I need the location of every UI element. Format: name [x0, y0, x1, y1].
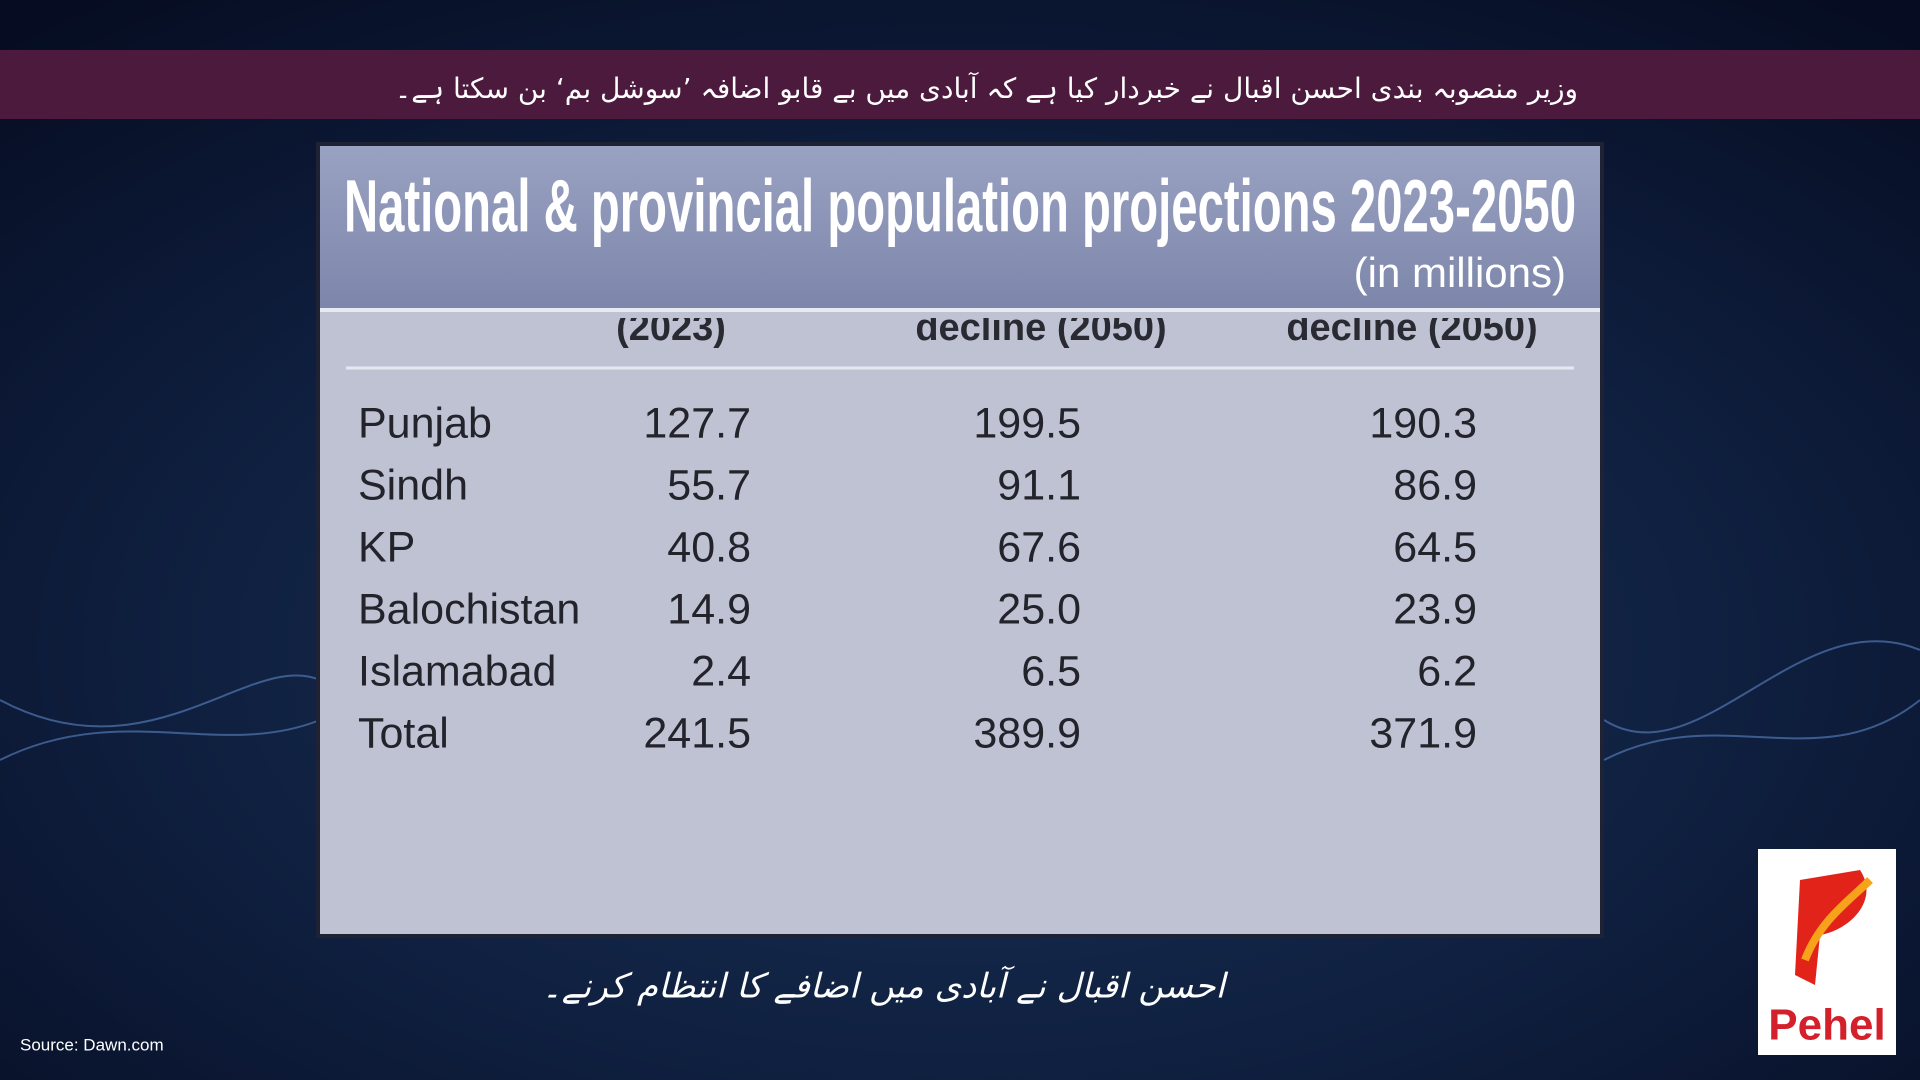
caption: احسن اقبال نے آبادی میں اضافے کا انتظام … [542, 966, 1229, 1007]
table-title: National & provincial population project… [344, 165, 1576, 248]
row-label: Balochistan [358, 585, 580, 633]
table-rows: Punjab 127.7 199.5 190.3 Sindh 55.7 91.1 86.9 KP… [358, 399, 1477, 757]
title-rule [320, 308, 1600, 312]
column-header: decline (2050) [1286, 307, 1537, 349]
cell-value: 389.9 [973, 709, 1081, 757]
cell-value: 86.9 [1393, 461, 1477, 509]
row-label: KP [358, 523, 415, 571]
cell-value: 67.6 [997, 523, 1081, 571]
cell-value: 91.1 [997, 461, 1081, 509]
cell-value: 127.7 [643, 399, 751, 447]
cell-value: 190.3 [1369, 399, 1477, 447]
row-label: Sindh [358, 461, 468, 509]
source: Source: Dawn.com [20, 1035, 164, 1054]
banner [0, 50, 1920, 119]
cell-value: 6.2 [1417, 647, 1477, 695]
decor-waves [0, 640, 1920, 761]
row-label: Total [358, 709, 449, 757]
logo-arrow [1801, 877, 1873, 962]
cell-value: 25.0 [997, 585, 1081, 633]
cell-value: 371.9 [1369, 709, 1477, 757]
cell-value: 199.5 [973, 399, 1081, 447]
row-label: Punjab [358, 399, 492, 447]
cell-value: 241.5 [643, 709, 751, 757]
cell-value: 2.4 [691, 647, 751, 695]
cell-value: 64.5 [1393, 523, 1477, 571]
header-row: (2023) decline (2050) decline (2050) [616, 307, 1538, 349]
row-label: Islamabad [358, 647, 556, 695]
cell-value: 55.7 [667, 461, 751, 509]
banner-text: وزیر منصوبہ بندی احسن اقبال نے خبردار کی… [395, 72, 1578, 105]
column-header: (2023) [616, 307, 726, 349]
cell-value: 23.9 [1393, 585, 1477, 633]
title-band [320, 146, 1600, 310]
column-header: decline (2050) [915, 307, 1166, 349]
logo-text: Pehel [1768, 1001, 1885, 1050]
cell-value: 6.5 [1021, 647, 1081, 695]
table-subtitle: (in millions) [1354, 249, 1566, 296]
cell-value: 40.8 [667, 523, 751, 571]
cell-value: 14.9 [667, 585, 751, 633]
